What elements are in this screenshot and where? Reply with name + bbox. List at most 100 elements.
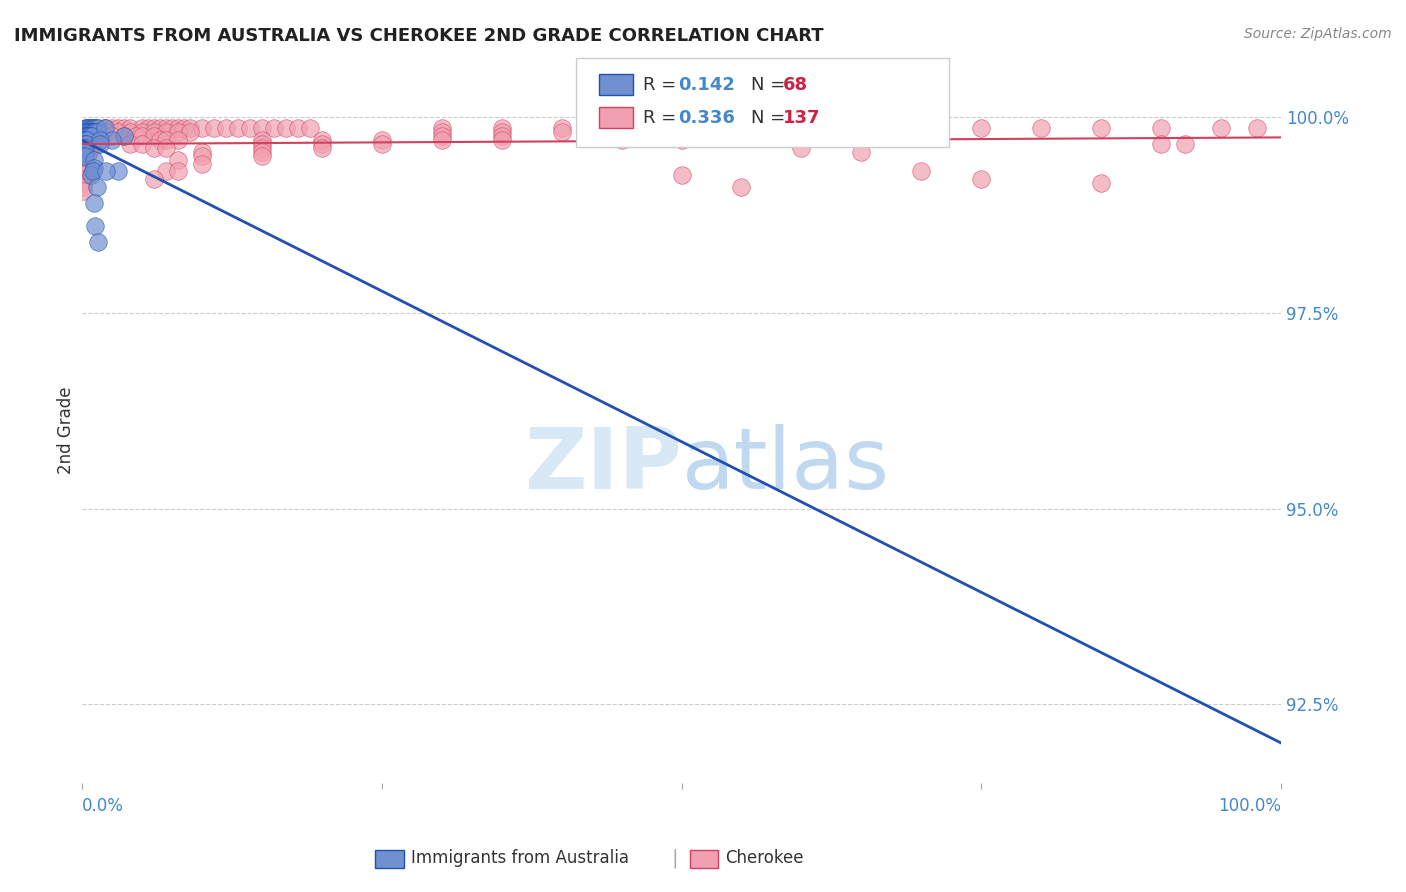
- Point: [430, 133, 453, 147]
- Y-axis label: 2nd Grade: 2nd Grade: [58, 386, 75, 474]
- Point: [112, 129, 135, 144]
- Point: [83, 137, 105, 152]
- Text: R =: R =: [643, 76, 682, 94]
- Point: [77, 121, 100, 136]
- Point: [72, 164, 94, 178]
- Point: [86, 235, 108, 249]
- Point: [75, 125, 97, 139]
- Point: [89, 137, 111, 152]
- Text: |: |: [672, 848, 678, 868]
- Point: [671, 121, 693, 136]
- Point: [790, 121, 813, 136]
- Text: 0.142: 0.142: [678, 76, 734, 94]
- Text: 68: 68: [783, 76, 808, 94]
- Point: [75, 149, 97, 163]
- Point: [75, 121, 97, 136]
- Text: N =: N =: [751, 109, 790, 127]
- Point: [550, 121, 572, 136]
- Point: [80, 129, 103, 144]
- Point: [155, 141, 177, 155]
- Point: [671, 133, 693, 147]
- Point: [120, 125, 142, 139]
- Text: Source: ZipAtlas.com: Source: ZipAtlas.com: [1244, 27, 1392, 41]
- Point: [112, 121, 135, 136]
- Point: [671, 125, 693, 139]
- Point: [89, 133, 111, 147]
- Text: ZIP: ZIP: [524, 424, 682, 507]
- Point: [491, 125, 513, 139]
- Point: [94, 164, 117, 178]
- Point: [120, 121, 142, 136]
- Point: [79, 125, 101, 139]
- Point: [77, 125, 100, 139]
- Point: [1150, 137, 1173, 152]
- Point: [94, 121, 117, 136]
- Point: [82, 137, 104, 152]
- Point: [79, 141, 101, 155]
- Point: [610, 129, 633, 144]
- Point: [101, 129, 124, 144]
- Point: [167, 125, 190, 139]
- Point: [107, 121, 129, 136]
- Point: [93, 121, 115, 136]
- Point: [82, 164, 104, 178]
- Point: [250, 145, 273, 159]
- Point: [84, 125, 107, 139]
- Point: [149, 133, 172, 147]
- Point: [671, 129, 693, 144]
- Point: [73, 133, 96, 147]
- Point: [131, 137, 153, 152]
- Point: [72, 129, 94, 144]
- Point: [143, 125, 166, 139]
- Point: [75, 145, 97, 159]
- Point: [87, 125, 110, 139]
- Point: [73, 149, 96, 163]
- Point: [83, 121, 105, 136]
- Point: [72, 156, 94, 170]
- Point: [910, 121, 932, 136]
- Point: [101, 121, 124, 136]
- Point: [83, 161, 105, 175]
- Point: [298, 121, 321, 136]
- Point: [80, 125, 103, 139]
- Point: [77, 145, 100, 159]
- Point: [79, 141, 101, 155]
- Point: [75, 137, 97, 152]
- Point: [84, 133, 107, 147]
- Point: [90, 129, 112, 144]
- Point: [215, 121, 238, 136]
- Point: [491, 133, 513, 147]
- Point: [311, 137, 333, 152]
- Point: [1174, 137, 1197, 152]
- Point: [179, 121, 201, 136]
- Text: 0.0%: 0.0%: [82, 797, 124, 815]
- Point: [250, 137, 273, 152]
- Point: [250, 141, 273, 155]
- Point: [86, 125, 108, 139]
- Point: [73, 149, 96, 163]
- Point: [76, 129, 98, 144]
- Point: [970, 121, 993, 136]
- Text: R =: R =: [643, 109, 682, 127]
- Point: [73, 156, 96, 170]
- Point: [550, 125, 572, 139]
- Point: [125, 129, 148, 144]
- Point: [72, 149, 94, 163]
- Point: [84, 121, 107, 136]
- Text: 137: 137: [783, 109, 821, 127]
- Point: [730, 121, 752, 136]
- Point: [1209, 121, 1232, 136]
- Point: [79, 129, 101, 144]
- Point: [155, 164, 177, 178]
- Point: [1031, 121, 1053, 136]
- Point: [970, 172, 993, 186]
- Point: [94, 125, 117, 139]
- Point: [167, 164, 190, 178]
- Point: [83, 153, 105, 167]
- Point: [610, 133, 633, 147]
- Point: [155, 125, 177, 139]
- Point: [75, 156, 97, 170]
- Point: [84, 137, 107, 152]
- Point: [1246, 121, 1268, 136]
- Point: [167, 153, 190, 167]
